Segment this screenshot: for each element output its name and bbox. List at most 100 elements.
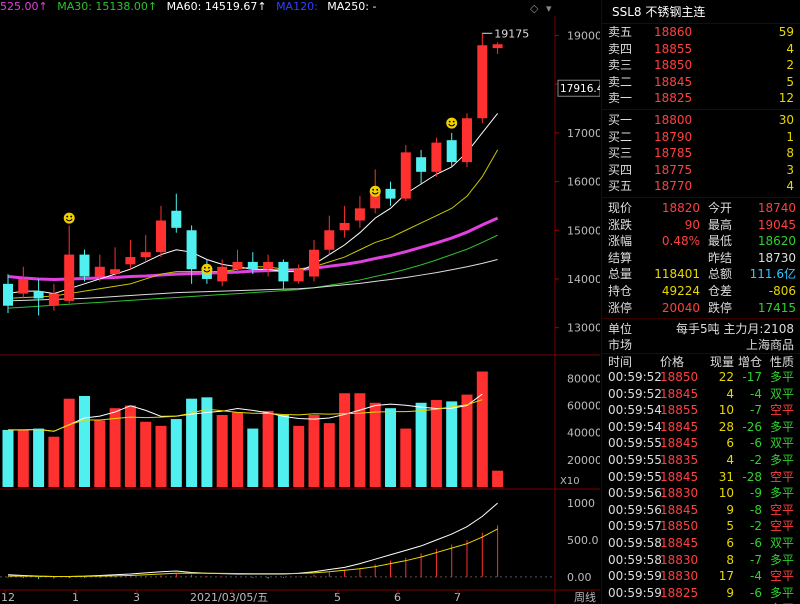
quote-value: 19045 — [757, 217, 796, 232]
quote-value: 118401 — [654, 267, 700, 282]
bid-volume: 8 — [786, 146, 794, 161]
quote-label: 跌停 — [708, 300, 733, 315]
quote-label: 持仓 — [608, 283, 633, 298]
trade-ticker[interactable]: 00:59:52 18850 22 -17 多平 00:59:52 18845 4 -4 双平 00… — [602, 369, 800, 604]
smiley-icon-eye — [70, 215, 73, 218]
volume-bar — [277, 414, 289, 487]
contract-title: SSL8 不锈钢主连 — [602, 0, 800, 24]
market-row: 市场 上海商品 — [602, 337, 800, 353]
trade-oi-change: -6 — [750, 536, 762, 551]
trade-row: 00:59:58 18845 6 -6 双平 — [602, 535, 800, 552]
bid-volume: 3 — [786, 162, 794, 177]
quote-label: 总量 — [608, 267, 633, 282]
quote-row: 涨幅 0.48% 最低 18620 — [602, 233, 800, 250]
candle-body — [171, 210, 182, 228]
trade-time: 00:59:55 — [608, 453, 662, 468]
smiley-icon-eye — [66, 215, 69, 218]
trade-nature: 双平 — [769, 536, 794, 551]
trade-row: 00:59:52 18845 4 -4 双平 — [602, 386, 800, 403]
trade-volume: 9 — [726, 585, 734, 600]
trade-time: 00:59:56 — [608, 486, 662, 501]
smiley-icon-eye — [452, 120, 455, 123]
trades-header: 时间 价格 现量 增仓 性质 — [602, 353, 800, 369]
date-axis-label: 周线 — [574, 590, 596, 604]
price-axis-label: 14000 — [567, 273, 600, 286]
volume-bar — [48, 436, 60, 487]
smiley-icon-eye — [208, 266, 210, 269]
ask-volume: 5 — [786, 74, 794, 89]
quote-label: 涨幅 — [608, 234, 633, 249]
trade-volume: 5 — [726, 519, 734, 534]
volume-bar — [492, 470, 504, 487]
kline-chart-svg[interactable]: 1900018000170001600015000140001300017916… — [0, 0, 600, 604]
trade-oi-change: -5 — [734, 601, 762, 604]
date-axis-label: 5 — [334, 591, 341, 604]
trades-header-price: 价格 — [660, 355, 685, 370]
trade-volume: 31 — [718, 469, 734, 484]
volume-bar — [186, 398, 198, 487]
trade-row: 00:59:56 18830 10 -9 多平 — [602, 485, 800, 502]
trades-header-nature: 性质 — [769, 355, 794, 370]
kline-chart-area[interactable]: 1900018000170001600015000140001300017916… — [0, 0, 600, 604]
diamond-icon: ◇ — [530, 2, 539, 15]
bid-price: 18775 — [654, 162, 693, 177]
trade-oi-change: -8 — [750, 502, 762, 517]
ask-label: 卖五 — [608, 25, 633, 39]
trade-price: 18850 — [660, 519, 699, 534]
volume-axis-label: 80000 — [567, 372, 600, 385]
trade-oi-change: -28 — [742, 469, 762, 484]
ma-line — [7, 258, 498, 302]
trade-volume: 6 — [726, 436, 734, 451]
volume-axis-label: 20000 — [567, 454, 600, 467]
quote-value: 18730 — [757, 250, 796, 265]
volume-bar — [293, 425, 305, 487]
candle-body — [64, 254, 75, 301]
date-axis-label: 12 — [1, 591, 15, 604]
trade-nature: 空平 — [769, 519, 794, 534]
trade-price: 18830 — [660, 486, 699, 501]
trade-time: 00:59:54 — [608, 403, 662, 418]
quote-row: 涨跌 90 最高 19045 — [602, 217, 800, 234]
trade-price: 18845 — [660, 536, 699, 551]
smiley-icon-eye — [376, 188, 379, 191]
trade-oi-change: -4 — [750, 569, 762, 584]
bid-label: 买三 — [608, 146, 633, 161]
volume-bar — [247, 428, 259, 487]
candle-body — [339, 222, 350, 231]
quote-label: 最高 — [708, 217, 733, 232]
ask-book: 卖五 18860 59 卖四 18855 4 卖三 18850 2 卖二 18845 5 卖一 18825… — [602, 24, 800, 107]
ma-legend-item-4: MA250: - — [327, 0, 377, 13]
volume-bar — [17, 429, 29, 487]
chevron-down-icon: ▾ — [546, 2, 552, 15]
trade-row: 00:59:55 18835 4 -2 多平 — [602, 452, 800, 469]
trade-time: 00:59:52 — [608, 386, 662, 401]
ask-label: 卖三 — [608, 58, 633, 73]
volume-bar — [354, 393, 366, 487]
ask-volume: 2 — [786, 58, 794, 73]
volume-bar — [476, 371, 488, 487]
volume-bar — [400, 428, 412, 487]
trade-price: 18845 — [660, 502, 699, 517]
quote-row: 持仓 49224 仓差 -806 — [602, 283, 800, 300]
volume-bar — [170, 419, 182, 487]
trade-volume: 4 — [726, 386, 734, 401]
smiley-icon-mouth — [448, 123, 456, 127]
trade-time: 00:59:59 — [608, 585, 662, 600]
candle-body — [110, 269, 121, 275]
bid-book: 买一 18800 30 买二 18790 1 买三 18785 8 买四 18775 3 买五 18770… — [602, 112, 800, 195]
volume-bar — [369, 402, 381, 487]
bid-price: 18790 — [654, 129, 693, 144]
ask-price: 18850 — [654, 58, 693, 73]
trade-nature: 空平 — [769, 403, 794, 418]
trade-time: 01:00:00 — [602, 601, 662, 604]
bid-row: 买四 18775 3 — [602, 162, 800, 179]
trade-row: 00:59:59 18825 9 -6 多平 — [602, 585, 800, 602]
quote-label: 总额 — [708, 267, 733, 282]
trade-volume: 4 — [726, 453, 734, 468]
candle-body — [33, 291, 44, 299]
trade-row: 00:59:54 18845 28 -26 多平 — [602, 419, 800, 436]
candle-body — [416, 157, 427, 172]
candle-body — [186, 230, 197, 270]
trade-row: 00:59:57 18850 5 -2 空平 — [602, 518, 800, 535]
quote-panel: SSL8 不锈钢主连 卖五 18860 59 卖四 18855 4 卖三 18850 2 卖二 18… — [601, 0, 800, 604]
